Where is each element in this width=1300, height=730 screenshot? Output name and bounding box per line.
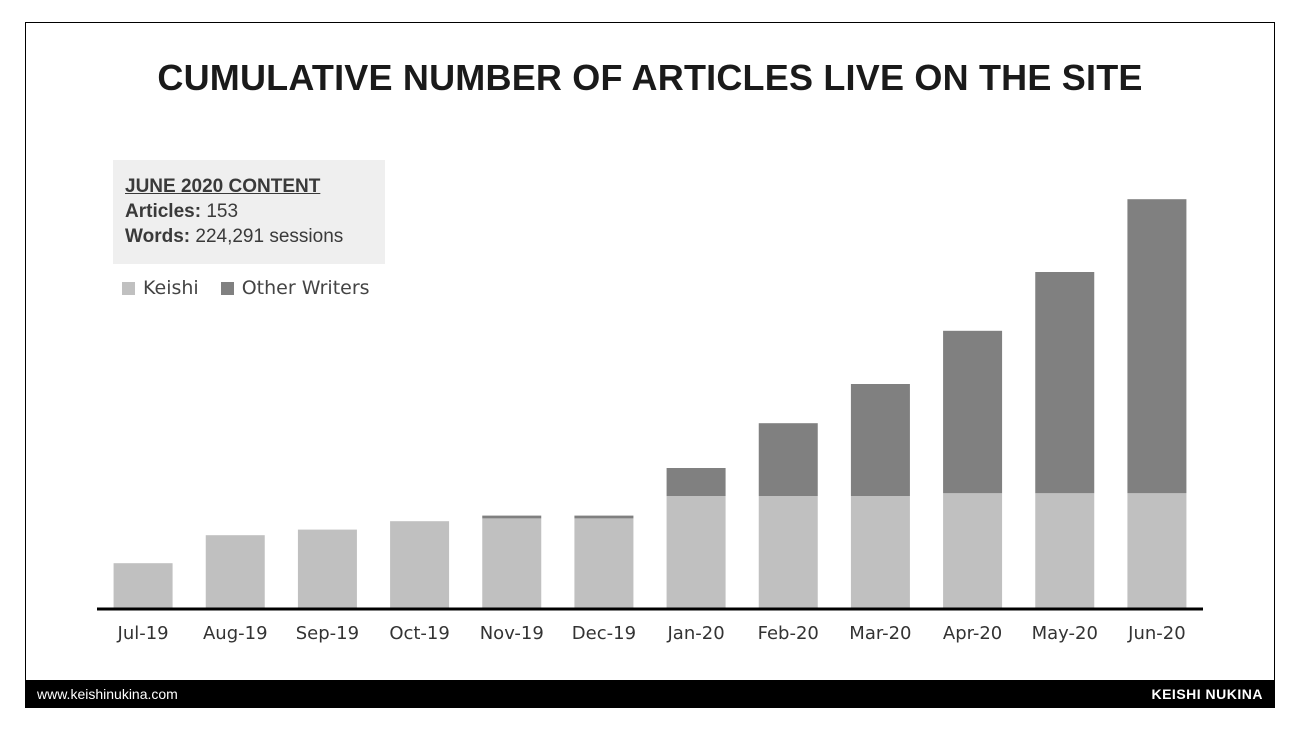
summary-articles: Articles: 153 — [125, 199, 385, 224]
legend-label-keishi: Keishi — [143, 277, 199, 299]
x-tick-label: May-20 — [1032, 623, 1098, 644]
legend-swatch-other-writers — [220, 281, 234, 295]
bar-other-writers-may-20 — [1035, 272, 1095, 494]
chart-legend: Keishi Other Writers — [122, 277, 392, 299]
bar-other-writers-dec-19 — [574, 515, 634, 519]
bar-keishi-nov-19 — [482, 518, 542, 608]
x-tick-label: Dec-19 — [572, 623, 636, 644]
articles-label: Articles: — [125, 201, 202, 222]
legend-item-keishi: Keishi — [122, 277, 199, 299]
bar-keishi-mar-20 — [850, 496, 910, 608]
x-tick-label: Nov-19 — [480, 623, 544, 644]
summary-heading: JUNE 2020 CONTENT — [125, 176, 321, 197]
x-tick-label: Apr-20 — [943, 623, 1002, 644]
bar-other-writers-apr-20 — [943, 330, 1003, 494]
bar-other-writers-nov-19 — [482, 515, 542, 519]
words-value: 224,291 sessions — [195, 226, 344, 247]
bar-other-writers-jan-20 — [666, 468, 726, 496]
footer-bar: www.keishinukina.com KEISHI NUKINA — [25, 680, 1275, 708]
bar-keishi-aug-19 — [205, 535, 265, 608]
x-tick-label: Sep-19 — [296, 623, 359, 644]
x-tick-label: Jul-19 — [117, 623, 169, 644]
bar-keishi-oct-19 — [390, 521, 450, 608]
bar-keishi-sep-19 — [297, 529, 357, 608]
x-tick-label: Oct-19 — [389, 623, 450, 644]
bar-other-writers-feb-20 — [758, 423, 818, 496]
footer-brand: KEISHI NUKINA — [1151, 686, 1263, 702]
x-tick-label: Jun-20 — [1127, 623, 1186, 644]
x-tick-label: Feb-20 — [758, 623, 819, 644]
words-label: Words: — [125, 226, 191, 247]
bar-keishi-feb-20 — [758, 496, 818, 608]
articles-value: 153 — [206, 201, 239, 222]
bar-other-writers-mar-20 — [850, 384, 910, 496]
bar-keishi-jun-20 — [1127, 493, 1187, 608]
x-tick-label: Aug-19 — [203, 623, 268, 644]
x-tick-label: Jan-20 — [667, 623, 725, 644]
bar-keishi-jul-19 — [113, 563, 173, 608]
chart-title: CUMULATIVE NUMBER OF ARTICLES LIVE ON TH… — [157, 57, 1143, 98]
content-summary-box: JUNE 2020 CONTENT Articles: 153 Words: 2… — [113, 160, 385, 264]
x-tick-label: Mar-20 — [849, 623, 911, 644]
footer-url: www.keishinukina.com — [37, 686, 178, 702]
bar-keishi-jan-20 — [666, 496, 726, 608]
legend-label-other-writers: Other Writers — [241, 277, 370, 299]
legend-swatch-keishi — [122, 281, 135, 295]
summary-words: Words: 224,291 sessions — [125, 224, 385, 249]
bar-keishi-may-20 — [1035, 493, 1095, 608]
legend-item-other-writers: Other Writers — [220, 277, 370, 299]
bar-keishi-dec-19 — [574, 518, 634, 608]
bar-keishi-apr-20 — [943, 493, 1003, 608]
bar-other-writers-jun-20 — [1127, 199, 1187, 494]
